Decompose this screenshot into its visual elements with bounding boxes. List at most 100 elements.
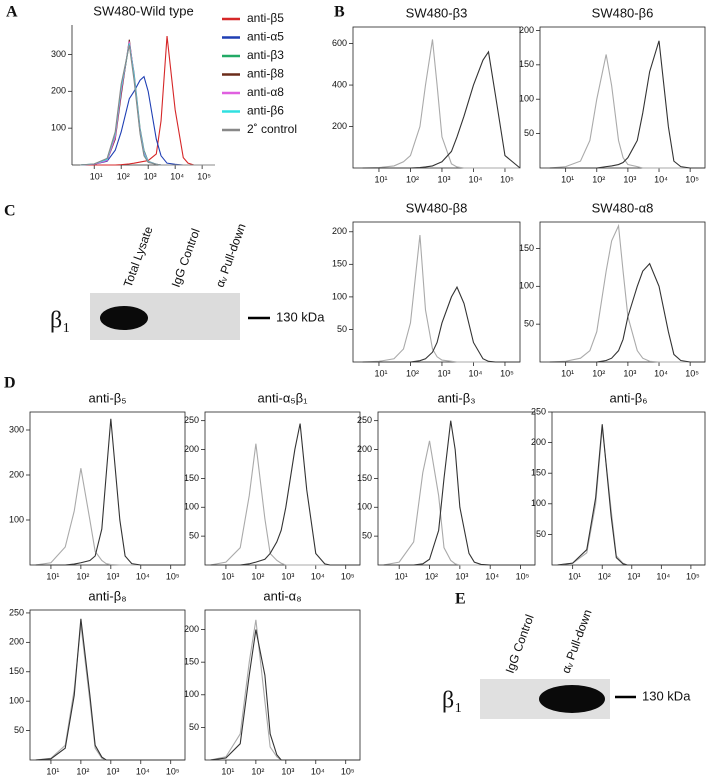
histogram-line [35,618,185,761]
y-tick-label: 200 [357,444,372,454]
histogram-line [557,427,705,566]
x-tick-label: 10² [406,368,419,378]
y-tick-label: 100 [357,502,372,512]
x-tick-label: 10¹ [374,368,387,378]
histogram-line [80,39,215,166]
panel-label: B [334,4,345,21]
y-tick-label: 50 [536,529,546,539]
histogram-line [210,443,360,566]
x-tick-label: 10⁵ [197,171,211,181]
x-tick-label: 10⁴ [170,171,184,181]
y-tick-label: 400 [332,79,347,89]
y-tick-label: 300 [9,424,24,434]
y-tick-label: 250 [184,415,199,425]
size-label: 130 kDa [276,309,325,324]
plot-frame [352,26,521,169]
x-tick-label: 10³ [437,368,450,378]
plot-frame [551,411,706,566]
y-tick-label: 200 [531,437,546,447]
histogram-line [549,54,705,169]
y-tick-label: 150 [9,666,24,676]
panel-label: A [6,4,18,21]
y-tick-label: 50 [337,324,347,334]
y-tick-label: 50 [14,725,24,735]
x-tick-label: 10⁴ [469,174,483,184]
lane-label: αᵥ Pull-down [559,608,595,676]
legend-label: anti-α5 [247,30,284,44]
x-tick-label: 10⁵ [341,766,355,776]
y-tick-label: 100 [519,94,534,104]
chart-title: SW480-β6 [592,5,654,20]
legend-label: anti-β5 [247,11,284,25]
y-tick-label: 200 [51,86,66,96]
x-tick-label: 10³ [144,171,157,181]
y-tick-label: 150 [519,243,534,253]
histogram-line [80,45,215,166]
x-tick-label: 10⁵ [685,174,699,184]
plot-frame [539,221,706,363]
y-tick-label: 250 [531,406,546,416]
y-tick-label: 100 [9,696,24,706]
plot-frame [204,411,361,566]
chart-title: SW480-α8 [592,200,654,215]
plot-frame [204,609,361,761]
x-tick-label: 10² [598,571,611,581]
y-tick-label: 200 [184,444,199,454]
x-tick-label: 10¹ [561,368,574,378]
x-tick-label: 10² [592,368,605,378]
band-label: β₁ [442,688,463,714]
x-tick-label: 10⁵ [166,571,180,581]
x-tick-label: 10² [251,766,264,776]
x-tick-label: 10² [117,171,130,181]
x-tick-label: 10¹ [561,174,574,184]
x-tick-label: 10¹ [46,766,59,776]
plot-frame [352,221,521,363]
plot-frame [377,411,536,566]
y-tick-label: 200 [332,121,347,131]
y-tick-label: 50 [524,319,534,329]
y-tick-label: 150 [332,259,347,269]
legend-label: 2˚ control [247,122,297,136]
histogram-line [35,418,185,566]
y-tick-label: 50 [362,531,372,541]
lane-label: αᵥ Pull-down [213,222,249,290]
histogram-line [549,223,705,363]
x-tick-label: 10² [425,571,438,581]
histogram-line [362,39,520,169]
y-tick-label: 300 [51,49,66,59]
y-tick-label: 100 [332,291,347,301]
histogram-line [549,40,705,169]
chart-title: anti-α₅β₁ [258,390,309,405]
y-tick-label: 200 [9,469,24,479]
histogram-line [362,50,521,169]
x-tick-label: 10⁴ [654,368,668,378]
x-tick-label: 10¹ [90,171,103,181]
chart-title: anti-β₈ [88,588,126,603]
legend-label: anti-β3 [247,48,284,62]
x-tick-label: 10⁴ [485,571,499,581]
chart-title: anti-β₆ [609,390,647,405]
x-tick-label: 10² [592,174,605,184]
y-tick-label: 150 [357,473,372,483]
x-tick-label: 10³ [623,368,636,378]
histogram-line [80,43,215,166]
y-tick-label: 100 [51,123,66,133]
size-label: 130 kDa [642,688,691,703]
x-tick-label: 10⁵ [685,368,699,378]
x-tick-label: 10³ [281,766,294,776]
plot-frame [539,26,706,169]
panel-label: E [455,591,466,608]
x-tick-label: 10⁵ [686,571,700,581]
histogram-line [80,75,215,166]
x-tick-label: 10¹ [374,174,387,184]
x-tick-label: 10⁴ [311,571,325,581]
x-tick-label: 10² [406,174,419,184]
plot-frame [29,411,186,566]
histogram-line [80,35,215,166]
x-tick-label: 10² [76,571,89,581]
histogram-line [383,420,535,566]
panel-label: D [4,375,16,392]
x-tick-label: 10¹ [395,571,408,581]
histogram-line [35,624,185,761]
x-tick-label: 10⁵ [516,571,530,581]
